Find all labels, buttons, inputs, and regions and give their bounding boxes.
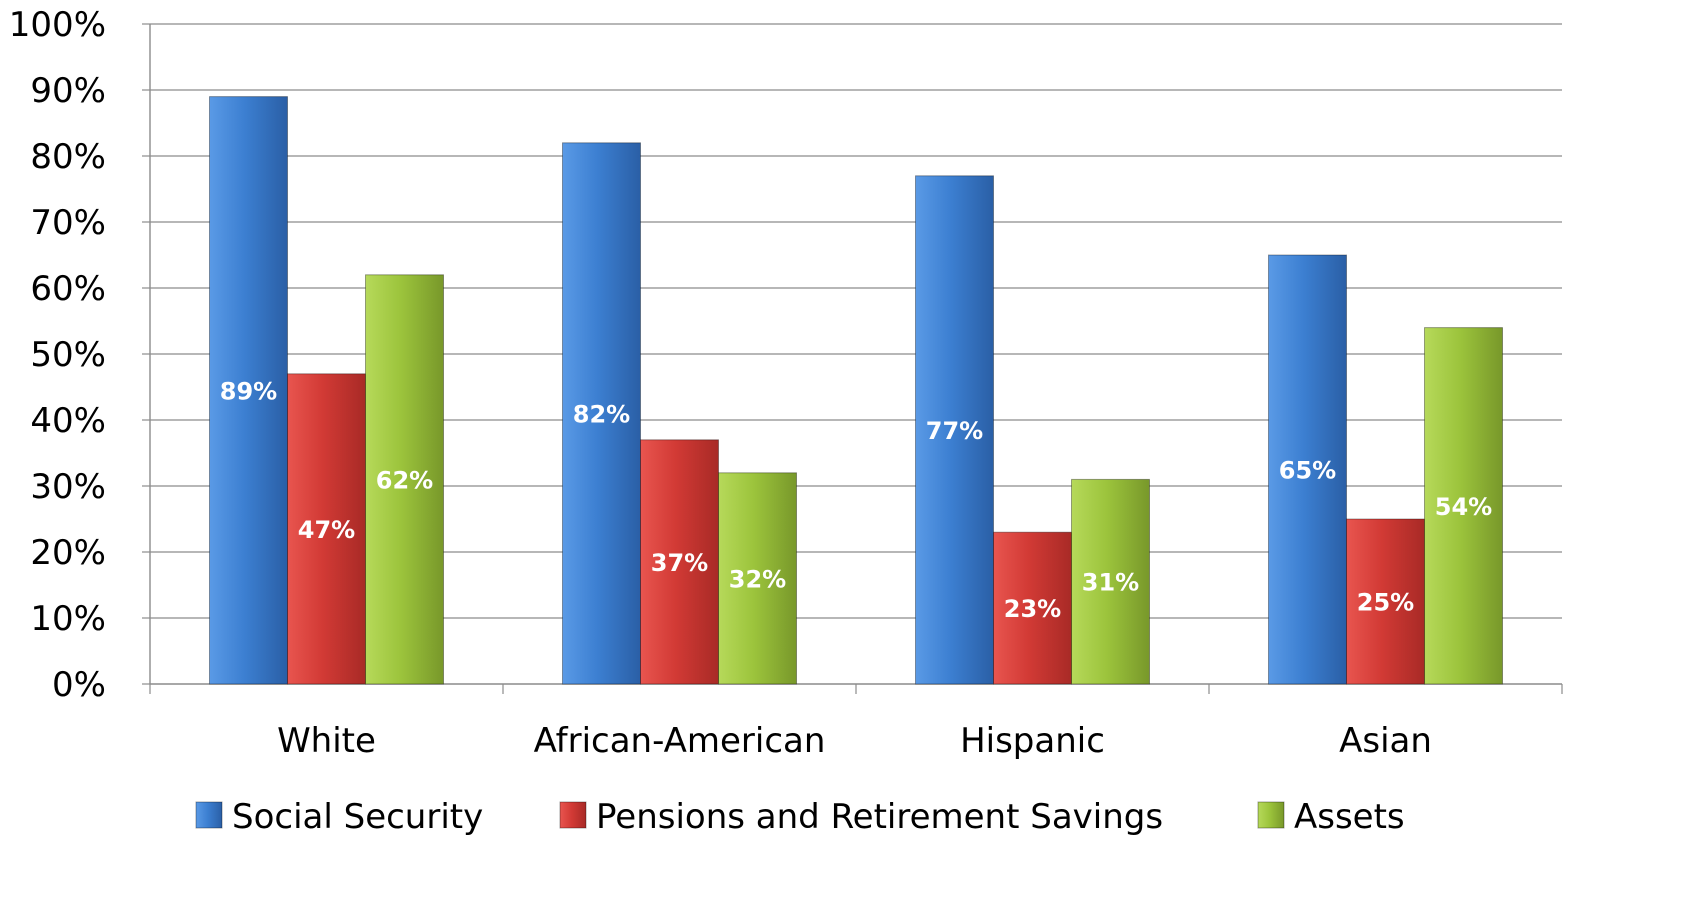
category-label: African-American bbox=[534, 721, 826, 761]
y-tick-label: 40% bbox=[30, 401, 106, 441]
data-label: 37% bbox=[651, 549, 708, 577]
bar-pensions-and-retirement-savings-african-american bbox=[640, 439, 719, 685]
data-label: 62% bbox=[376, 466, 433, 494]
bar-pensions-and-retirement-savings-hispanic bbox=[993, 531, 1072, 685]
x-axis-categories: White African-American Hispanic Asian bbox=[277, 721, 1432, 761]
bar-social-security-asian bbox=[1268, 254, 1347, 685]
bar-pensions-and-retirement-savings-white bbox=[287, 373, 366, 685]
y-tick-label: 20% bbox=[30, 533, 106, 573]
data-label: 65% bbox=[1279, 457, 1336, 485]
legend-label: Social Security bbox=[232, 797, 483, 837]
legend-swatch bbox=[559, 801, 587, 829]
data-label: 89% bbox=[220, 377, 277, 405]
legend-swatch bbox=[195, 801, 223, 829]
legend-label: Pensions and Retirement Savings bbox=[596, 797, 1163, 837]
data-label: 54% bbox=[1435, 493, 1492, 521]
y-tick-label: 70% bbox=[30, 203, 106, 243]
y-tick-label: 10% bbox=[30, 599, 106, 639]
data-label: 82% bbox=[573, 400, 630, 428]
legend-label: Assets bbox=[1294, 797, 1405, 837]
y-tick-label: 80% bbox=[30, 137, 106, 177]
y-tick-label: 100% bbox=[9, 5, 106, 45]
data-label: 25% bbox=[1357, 589, 1414, 617]
data-label: 31% bbox=[1082, 569, 1139, 597]
bars bbox=[209, 96, 1503, 685]
data-label: 32% bbox=[729, 565, 786, 593]
data-label: 77% bbox=[926, 417, 983, 445]
legend: Social Security Pensions and Retirement S… bbox=[195, 797, 1405, 837]
data-label: 23% bbox=[1004, 595, 1061, 623]
y-tick-label: 30% bbox=[30, 467, 106, 507]
bar-pensions-and-retirement-savings-asian bbox=[1346, 518, 1425, 685]
bar-assets-african-american bbox=[718, 472, 797, 685]
y-axis-ticks: 0% 10% 20% 30% 40% 50% 60% 70% 80% 90% 100% bbox=[9, 5, 106, 705]
bar-social-security-white bbox=[209, 96, 288, 685]
y-tick-label: 90% bbox=[30, 71, 106, 111]
bar-assets-hispanic bbox=[1071, 478, 1150, 685]
y-tick-label: 50% bbox=[30, 335, 106, 375]
category-label: Hispanic bbox=[960, 721, 1105, 761]
bar-social-security-african-american bbox=[562, 142, 641, 685]
legend-swatch bbox=[1257, 801, 1285, 829]
bar-social-security-hispanic bbox=[915, 175, 994, 685]
category-label: Asian bbox=[1339, 721, 1432, 761]
category-label: White bbox=[277, 721, 376, 761]
bar-assets-asian bbox=[1424, 327, 1503, 685]
data-labels: 89% 47% 62% 82% 37% 32% 77% 23% 31% 65% 25% 54% bbox=[220, 377, 1492, 623]
y-tick-label: 60% bbox=[30, 269, 106, 309]
y-tick-label: 0% bbox=[52, 665, 106, 705]
data-label: 47% bbox=[298, 516, 355, 544]
bar-assets-white bbox=[365, 274, 444, 685]
